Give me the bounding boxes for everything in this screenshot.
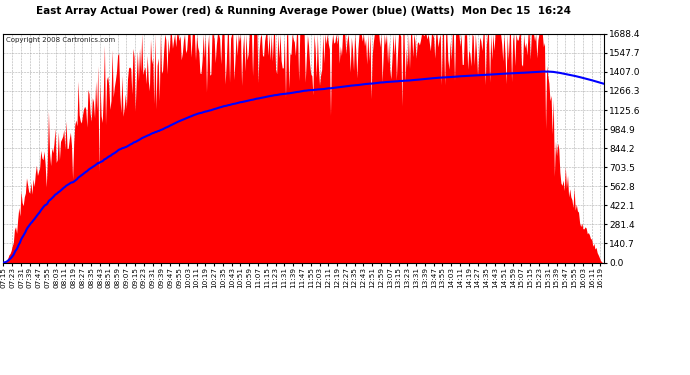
Text: Copyright 2008 Cartronics.com: Copyright 2008 Cartronics.com — [6, 37, 116, 43]
Text: East Array Actual Power (red) & Running Average Power (blue) (Watts)  Mon Dec 15: East Array Actual Power (red) & Running … — [36, 6, 571, 16]
